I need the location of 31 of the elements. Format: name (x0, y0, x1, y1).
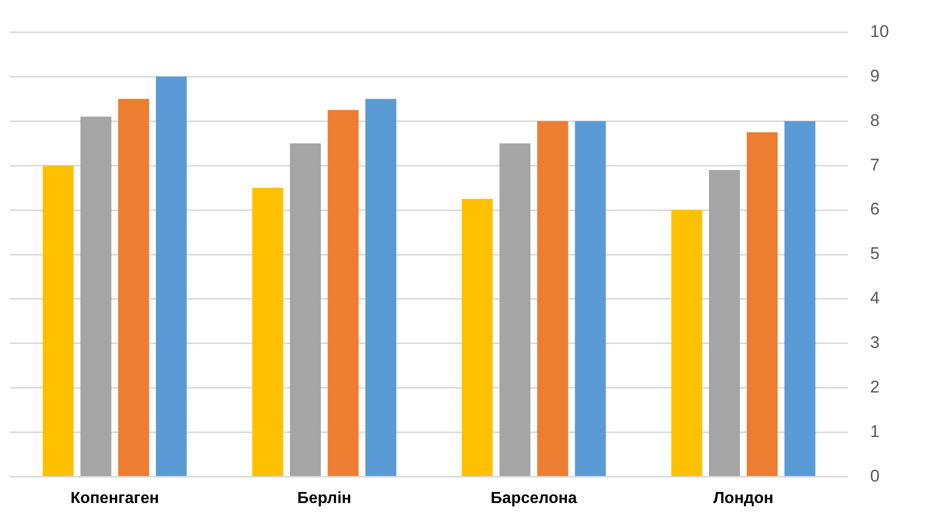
y-tick-label: 3 (870, 333, 880, 352)
bar (709, 170, 740, 476)
x-tick-label: Барселона (490, 490, 578, 507)
y-tick-label: 6 (870, 200, 880, 219)
y-tick-label: 5 (870, 244, 880, 264)
bar (328, 110, 359, 476)
x-tick-label: Копенгаген (70, 490, 160, 507)
bar (156, 76, 187, 476)
bar (462, 198, 493, 476)
y-tick-label: 7 (870, 155, 880, 174)
bar (118, 98, 150, 476)
bar (290, 143, 321, 476)
y-tick-label: 4 (870, 288, 880, 308)
bar (499, 143, 530, 476)
bar (671, 210, 702, 476)
x-tick-label: Берлін (297, 490, 352, 507)
bar (574, 121, 606, 476)
bar (746, 132, 778, 476)
bar (252, 188, 284, 476)
bar (80, 116, 112, 476)
y-tick-label: 1 (870, 422, 880, 442)
y-tick-label: 9 (870, 66, 880, 86)
bar (537, 121, 568, 476)
y-tick-label: 8 (870, 110, 880, 130)
bar (42, 166, 74, 476)
x-tick-label: Лондон (713, 490, 774, 507)
y-tick-label: 10 (870, 22, 890, 41)
y-tick-label: 0 (870, 466, 880, 486)
bar (365, 98, 396, 476)
bar (784, 121, 816, 476)
y-tick-label: 2 (870, 378, 880, 397)
